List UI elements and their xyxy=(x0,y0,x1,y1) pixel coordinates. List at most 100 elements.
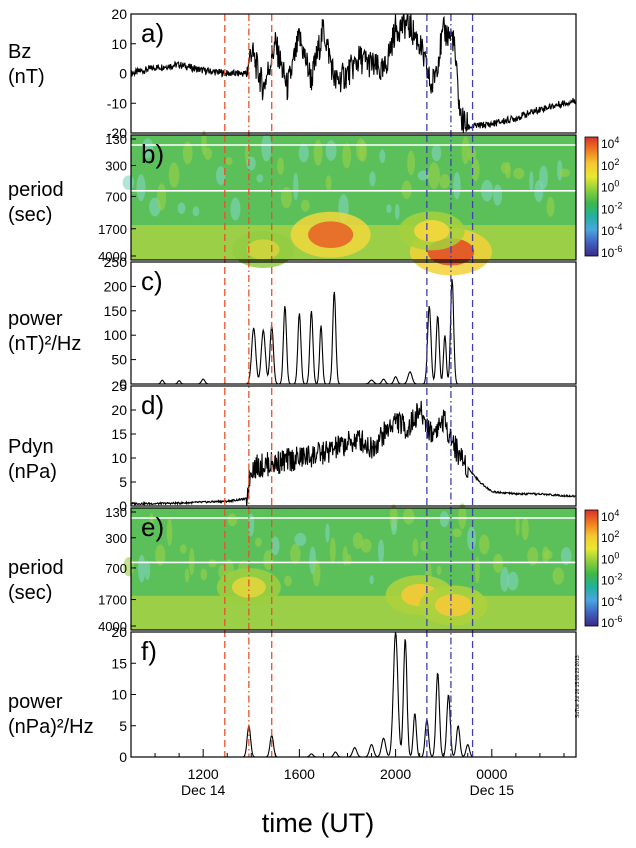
colorbar-tick-label: 100 xyxy=(601,179,619,195)
heatmap-texture-blob xyxy=(294,532,307,547)
y-tick-label: 1700 xyxy=(98,222,127,237)
heatmap-texture-blob xyxy=(179,544,187,554)
row-label-line: (sec) xyxy=(8,204,53,226)
heatmap-texture-blob xyxy=(359,140,368,162)
series-line xyxy=(131,279,576,385)
y-tick-label: 15 xyxy=(111,426,127,442)
heatmap-texture-blob xyxy=(431,144,442,162)
heatmap-texture-blob xyxy=(166,518,173,547)
heatmap-texture-blob xyxy=(156,183,167,211)
row-label-line: (nPa)²/Hz xyxy=(8,716,94,738)
x-tick-label: 1200 xyxy=(188,766,219,782)
heatmap-texture-blob xyxy=(394,203,400,220)
row-label-line: Bz xyxy=(8,41,32,63)
y-tick-label: 0 xyxy=(119,376,127,392)
heatmap-power-core xyxy=(413,220,450,242)
heatmap-texture-blob xyxy=(208,559,217,568)
heatmap-texture-blob xyxy=(439,511,450,528)
heatmap-texture-blob xyxy=(141,138,154,159)
heatmap-texture-blob xyxy=(215,166,226,185)
heatmap-texture-blob xyxy=(369,575,374,585)
heatmap-power-core xyxy=(308,221,354,249)
y-tick-label: 0 xyxy=(119,498,127,514)
y-tick-label: 700 xyxy=(105,561,127,576)
row-label-bz: Bz (nT) xyxy=(8,40,45,90)
panel-b xyxy=(122,130,576,276)
panel-letter: b) xyxy=(141,139,164,169)
heatmap-texture-blob xyxy=(543,550,553,560)
heatmap-texture-blob xyxy=(546,196,555,217)
heatmap-texture-blob xyxy=(452,528,462,538)
heatmap-texture-blob xyxy=(428,162,440,190)
heatmap-texture-blob xyxy=(539,165,548,190)
row-label-line: (nT)²/Hz xyxy=(8,333,82,355)
heatmap-texture-blob xyxy=(529,171,534,192)
colorbar-tick-label: 102 xyxy=(601,529,619,545)
row-label-line: power xyxy=(8,308,63,330)
row-label-line: power xyxy=(8,691,63,713)
colorbar xyxy=(584,136,599,257)
heatmap-texture-blob xyxy=(293,172,299,201)
heatmap-texture-blob xyxy=(168,162,180,188)
row-label-period-e: period (sec) xyxy=(8,556,64,606)
heatmap-texture-blob xyxy=(461,136,470,165)
y-tick-label: 100 xyxy=(104,327,128,343)
heatmap-texture-blob xyxy=(184,568,190,583)
panel-frame xyxy=(130,631,577,758)
heatmap-texture-blob xyxy=(479,534,490,555)
panel-letter: f) xyxy=(141,636,157,666)
heatmap-texture-blob xyxy=(188,547,195,576)
heatmap-texture-blob xyxy=(352,532,364,549)
y-tick-label: 25 xyxy=(111,378,127,394)
colorbar-tick-label: 10-2 xyxy=(601,200,622,216)
panel-frame xyxy=(130,507,577,631)
heatmap-texture-blob xyxy=(515,516,520,536)
heatmap-power-core xyxy=(231,576,266,598)
heatmap-texture-blob xyxy=(407,150,416,176)
heatmap-texture-blob xyxy=(144,560,151,580)
heatmap-texture-blob xyxy=(500,566,510,592)
x-axis-title: time (UT) xyxy=(261,808,375,838)
heatmap-texture-blob xyxy=(246,156,256,171)
y-tick-label: 1700 xyxy=(98,593,127,608)
heatmap-texture-blob xyxy=(493,184,503,206)
y-tick-label: -20 xyxy=(107,125,127,141)
heatmap-texture-blob xyxy=(386,204,392,214)
heatmap-texture-blob xyxy=(325,140,337,161)
heatmap-texture-blob xyxy=(200,568,208,581)
heatmap-texture-blob xyxy=(312,560,321,587)
heatmap-texture-blob xyxy=(436,565,442,576)
heatmap-texture-blob xyxy=(204,147,212,160)
y-tick-label: 20 xyxy=(111,6,127,22)
heatmap-texture-blob xyxy=(513,167,525,180)
heatmap-texture-blob xyxy=(325,175,332,191)
heatmap-texture-blob xyxy=(182,141,193,165)
colorbar-tick-label: 10-4 xyxy=(601,593,622,609)
panel-d xyxy=(130,400,577,507)
heatmap-texture-blob xyxy=(558,168,571,178)
heatmap-texture-blob xyxy=(225,156,233,166)
heatmap-texture-blob xyxy=(420,540,428,552)
y-tick-label: 4000 xyxy=(98,249,127,264)
y-tick-label: 150 xyxy=(104,303,128,319)
row-label-power-c: power (nT)²/Hz xyxy=(8,307,81,357)
heatmap-texture-blob xyxy=(391,517,397,535)
heatmap-texture-blob xyxy=(458,503,467,530)
panel-letter: e) xyxy=(141,512,164,542)
heatmap-texture-blob xyxy=(298,143,309,163)
y-tick-label: 50 xyxy=(111,352,127,368)
y-tick-label: 15 xyxy=(111,655,127,671)
heatmap-texture-blob xyxy=(325,523,330,543)
row-label-period-b: period (sec) xyxy=(8,178,64,228)
colorbar-tick-label: 10-6 xyxy=(601,244,622,260)
x-tick-label: 1600 xyxy=(284,766,315,782)
heatmap-texture-blob xyxy=(467,526,476,551)
panel-letter: a) xyxy=(141,18,164,48)
y-tick-label: 0 xyxy=(119,749,127,765)
heatmap-texture-blob xyxy=(379,149,386,164)
colorbar-tick-label: 104 xyxy=(601,135,619,151)
heatmap-texture-blob xyxy=(342,143,352,169)
x-tick-date-label: Dec 14 xyxy=(181,782,226,798)
heatmap-texture-blob xyxy=(137,554,146,583)
